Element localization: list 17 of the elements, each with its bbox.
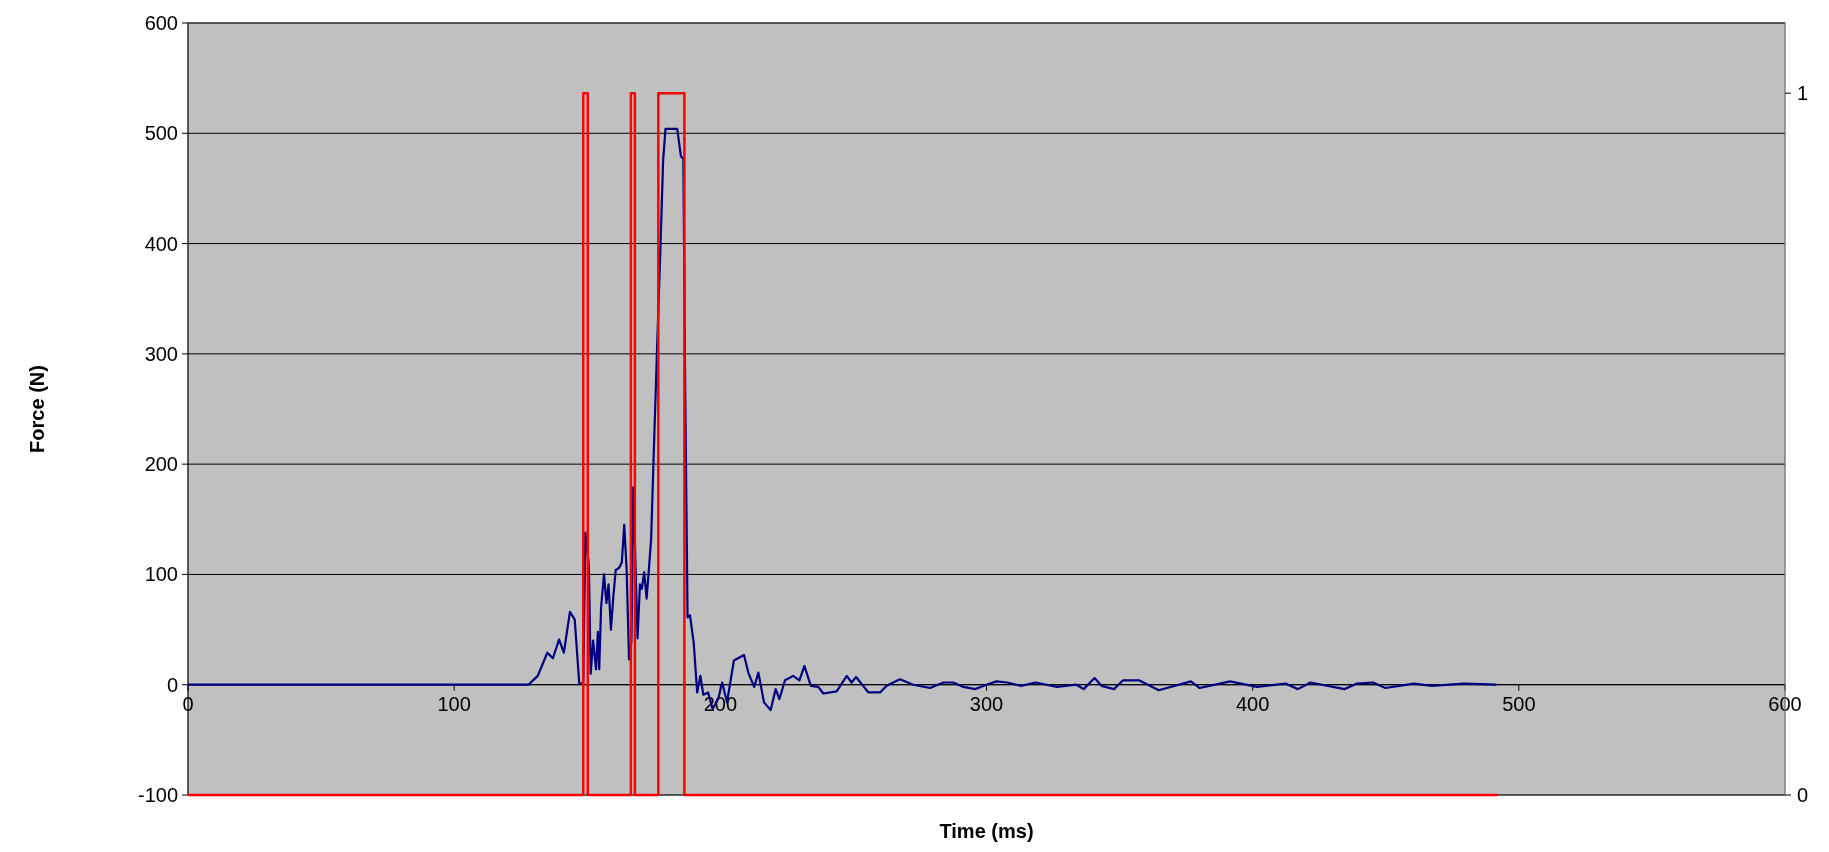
- y-tick-label: 200: [144, 453, 178, 476]
- y-tick-label: 100: [144, 563, 178, 586]
- x-tick-label: 600: [1768, 692, 1802, 715]
- x-tick-label: 300: [969, 692, 1004, 715]
- x-tick-label: 500: [1502, 692, 1536, 715]
- y-axis-title: Force (N): [26, 365, 48, 453]
- y-tick-label: 600: [144, 12, 178, 34]
- y-tick-label: -100: [137, 784, 178, 806]
- y2-tick-label: 0: [1797, 784, 1809, 806]
- y-tick-label: 300: [144, 342, 178, 365]
- y-tick-label: 500: [144, 122, 178, 145]
- y2-tick-label: 1: [1797, 82, 1809, 105]
- x-tick-label: 400: [1235, 692, 1270, 715]
- y-tick-label: 400: [144, 232, 178, 255]
- y-tick-label: 0: [166, 673, 178, 696]
- x-axis-title: Time (ms): [939, 820, 1034, 842]
- x-tick-label: 100: [437, 692, 471, 715]
